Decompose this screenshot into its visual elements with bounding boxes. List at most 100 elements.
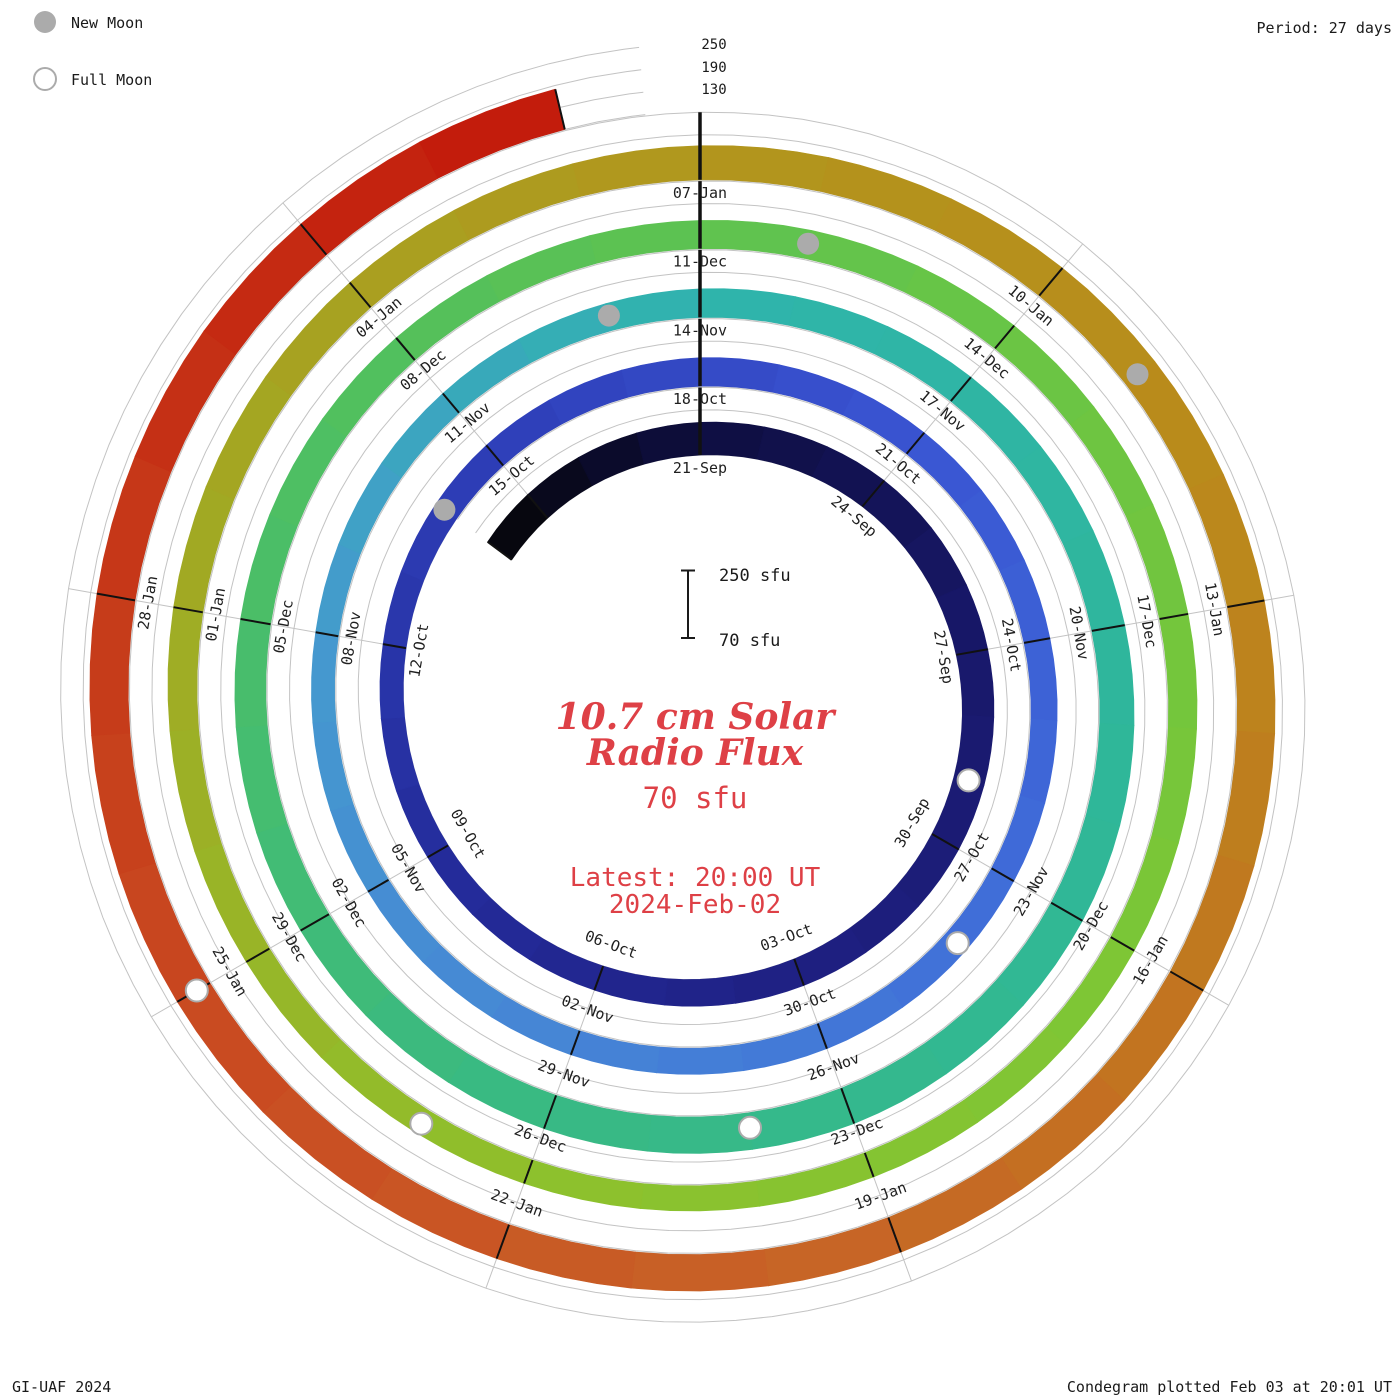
date-label: 03-Oct — [758, 920, 815, 955]
segment-tick — [395, 337, 416, 361]
gridline-spiral — [82, 69, 1283, 1301]
credit-label: GI-UAF 2024 — [12, 1378, 111, 1396]
segment-tick — [887, 1217, 902, 1253]
flux-scale-bar: 250 sfu 70 sfu — [681, 566, 791, 651]
segment-tick — [554, 88, 566, 130]
flux-segment — [1159, 613, 1198, 730]
flux-segment — [996, 902, 1083, 1006]
date-label: 18-Oct — [673, 390, 727, 408]
flux-segment — [379, 643, 407, 719]
segment-tick — [349, 282, 372, 309]
segment-tick — [382, 643, 407, 650]
segment-tick — [367, 878, 390, 893]
radial-scale-190: 190 — [701, 60, 726, 76]
flux-segment — [472, 897, 544, 960]
flux-segment — [1188, 473, 1265, 608]
segment-tick — [495, 1224, 510, 1259]
date-label: 14-Nov — [673, 321, 727, 339]
title-line1: 10.7 cm Solar — [556, 696, 838, 738]
segment-tick — [1169, 970, 1204, 992]
segment-tick — [543, 1095, 558, 1129]
segment-tick — [240, 618, 271, 626]
period-label: Period: 27 days — [1257, 19, 1392, 37]
date-label: 21-Sep — [673, 459, 727, 477]
flux-segment — [1169, 854, 1255, 991]
flux-spiral-band — [89, 88, 1276, 1292]
segment-tick — [1110, 936, 1135, 952]
flux-segment — [176, 982, 291, 1113]
date-label: 22-Jan — [488, 1185, 545, 1220]
flux-segment — [873, 326, 972, 402]
flux-segment — [496, 1224, 636, 1289]
flux-segment — [636, 422, 701, 465]
segment-tick — [905, 432, 925, 455]
flux-segment — [167, 606, 204, 732]
segment-tick — [593, 965, 605, 991]
flux-segment — [205, 376, 292, 500]
flux-segment — [820, 157, 953, 232]
segment-tick — [956, 648, 988, 656]
segment-tick — [816, 1023, 828, 1049]
date-label: 06-Oct — [582, 927, 639, 962]
segment-tick — [931, 833, 960, 851]
new-moon-marker — [1126, 363, 1149, 386]
flux-segment — [486, 235, 597, 302]
segment-tick — [442, 392, 460, 414]
flux-segment — [548, 369, 629, 425]
segment-tick — [300, 913, 330, 932]
new-moon-label: New Moon — [71, 14, 143, 32]
moon-legend: New Moon Full Moon — [33, 11, 152, 91]
flux-segment — [235, 724, 288, 834]
gridline-spiral — [60, 46, 1306, 1323]
flux-segment — [523, 1159, 644, 1209]
date-label: 02-Nov — [559, 991, 616, 1026]
flux-segment — [864, 1100, 979, 1178]
segment-tick — [1023, 637, 1051, 644]
full-moon-marker — [945, 931, 970, 956]
segment-tick — [299, 223, 328, 256]
flux-segment — [311, 631, 339, 723]
segment-tick — [950, 376, 972, 402]
flux-segment — [699, 288, 797, 326]
flux-segment — [772, 364, 857, 416]
flux-segment — [262, 1086, 393, 1200]
flux-segment — [763, 1217, 902, 1287]
new-moon-icon — [34, 11, 56, 33]
flux-segment — [699, 421, 766, 460]
flux-segment — [577, 432, 645, 487]
date-label: 11-Dec — [673, 253, 727, 271]
tick-marks — [96, 88, 1265, 1259]
flux-segment — [804, 229, 919, 293]
latest-date: 2024-Feb-02 — [609, 890, 781, 920]
radial-scale-250: 250 — [701, 37, 726, 53]
flux-segment — [89, 593, 136, 736]
current-flux-value: 70 sfu — [643, 781, 748, 815]
segment-tick — [523, 1159, 534, 1184]
flux-segment — [300, 913, 391, 1016]
flux-segment — [1050, 815, 1121, 922]
flux-segment — [422, 944, 506, 1018]
date-label: 07-Jan — [673, 184, 727, 202]
segment-tick — [1159, 612, 1189, 620]
segment-tick — [1050, 901, 1083, 922]
flux-segment — [312, 720, 354, 812]
radial-scale-130: 130 — [701, 82, 726, 98]
flux-segment — [925, 979, 1024, 1075]
flux-segment — [453, 163, 582, 241]
flux-segment — [788, 296, 889, 354]
plotted-label: Condegram plotted Feb 03 at 20:01 UT — [1067, 1378, 1392, 1396]
segment-tick — [315, 631, 339, 638]
flux-segment — [646, 1112, 753, 1154]
radial-scale-labels: 250 190 130 — [701, 37, 726, 98]
center-title-block: 10.7 cm Solar Radio Flux 70 sfu Latest: … — [556, 696, 838, 920]
moon-markers — [184, 232, 1149, 1140]
flux-segment — [640, 1180, 760, 1212]
flux-segment — [731, 958, 805, 1004]
segment-tick — [863, 1152, 875, 1178]
flux-segment — [656, 1044, 744, 1075]
segment-tick — [793, 958, 805, 986]
flux-segment — [419, 88, 566, 179]
segment-tick — [245, 947, 270, 963]
